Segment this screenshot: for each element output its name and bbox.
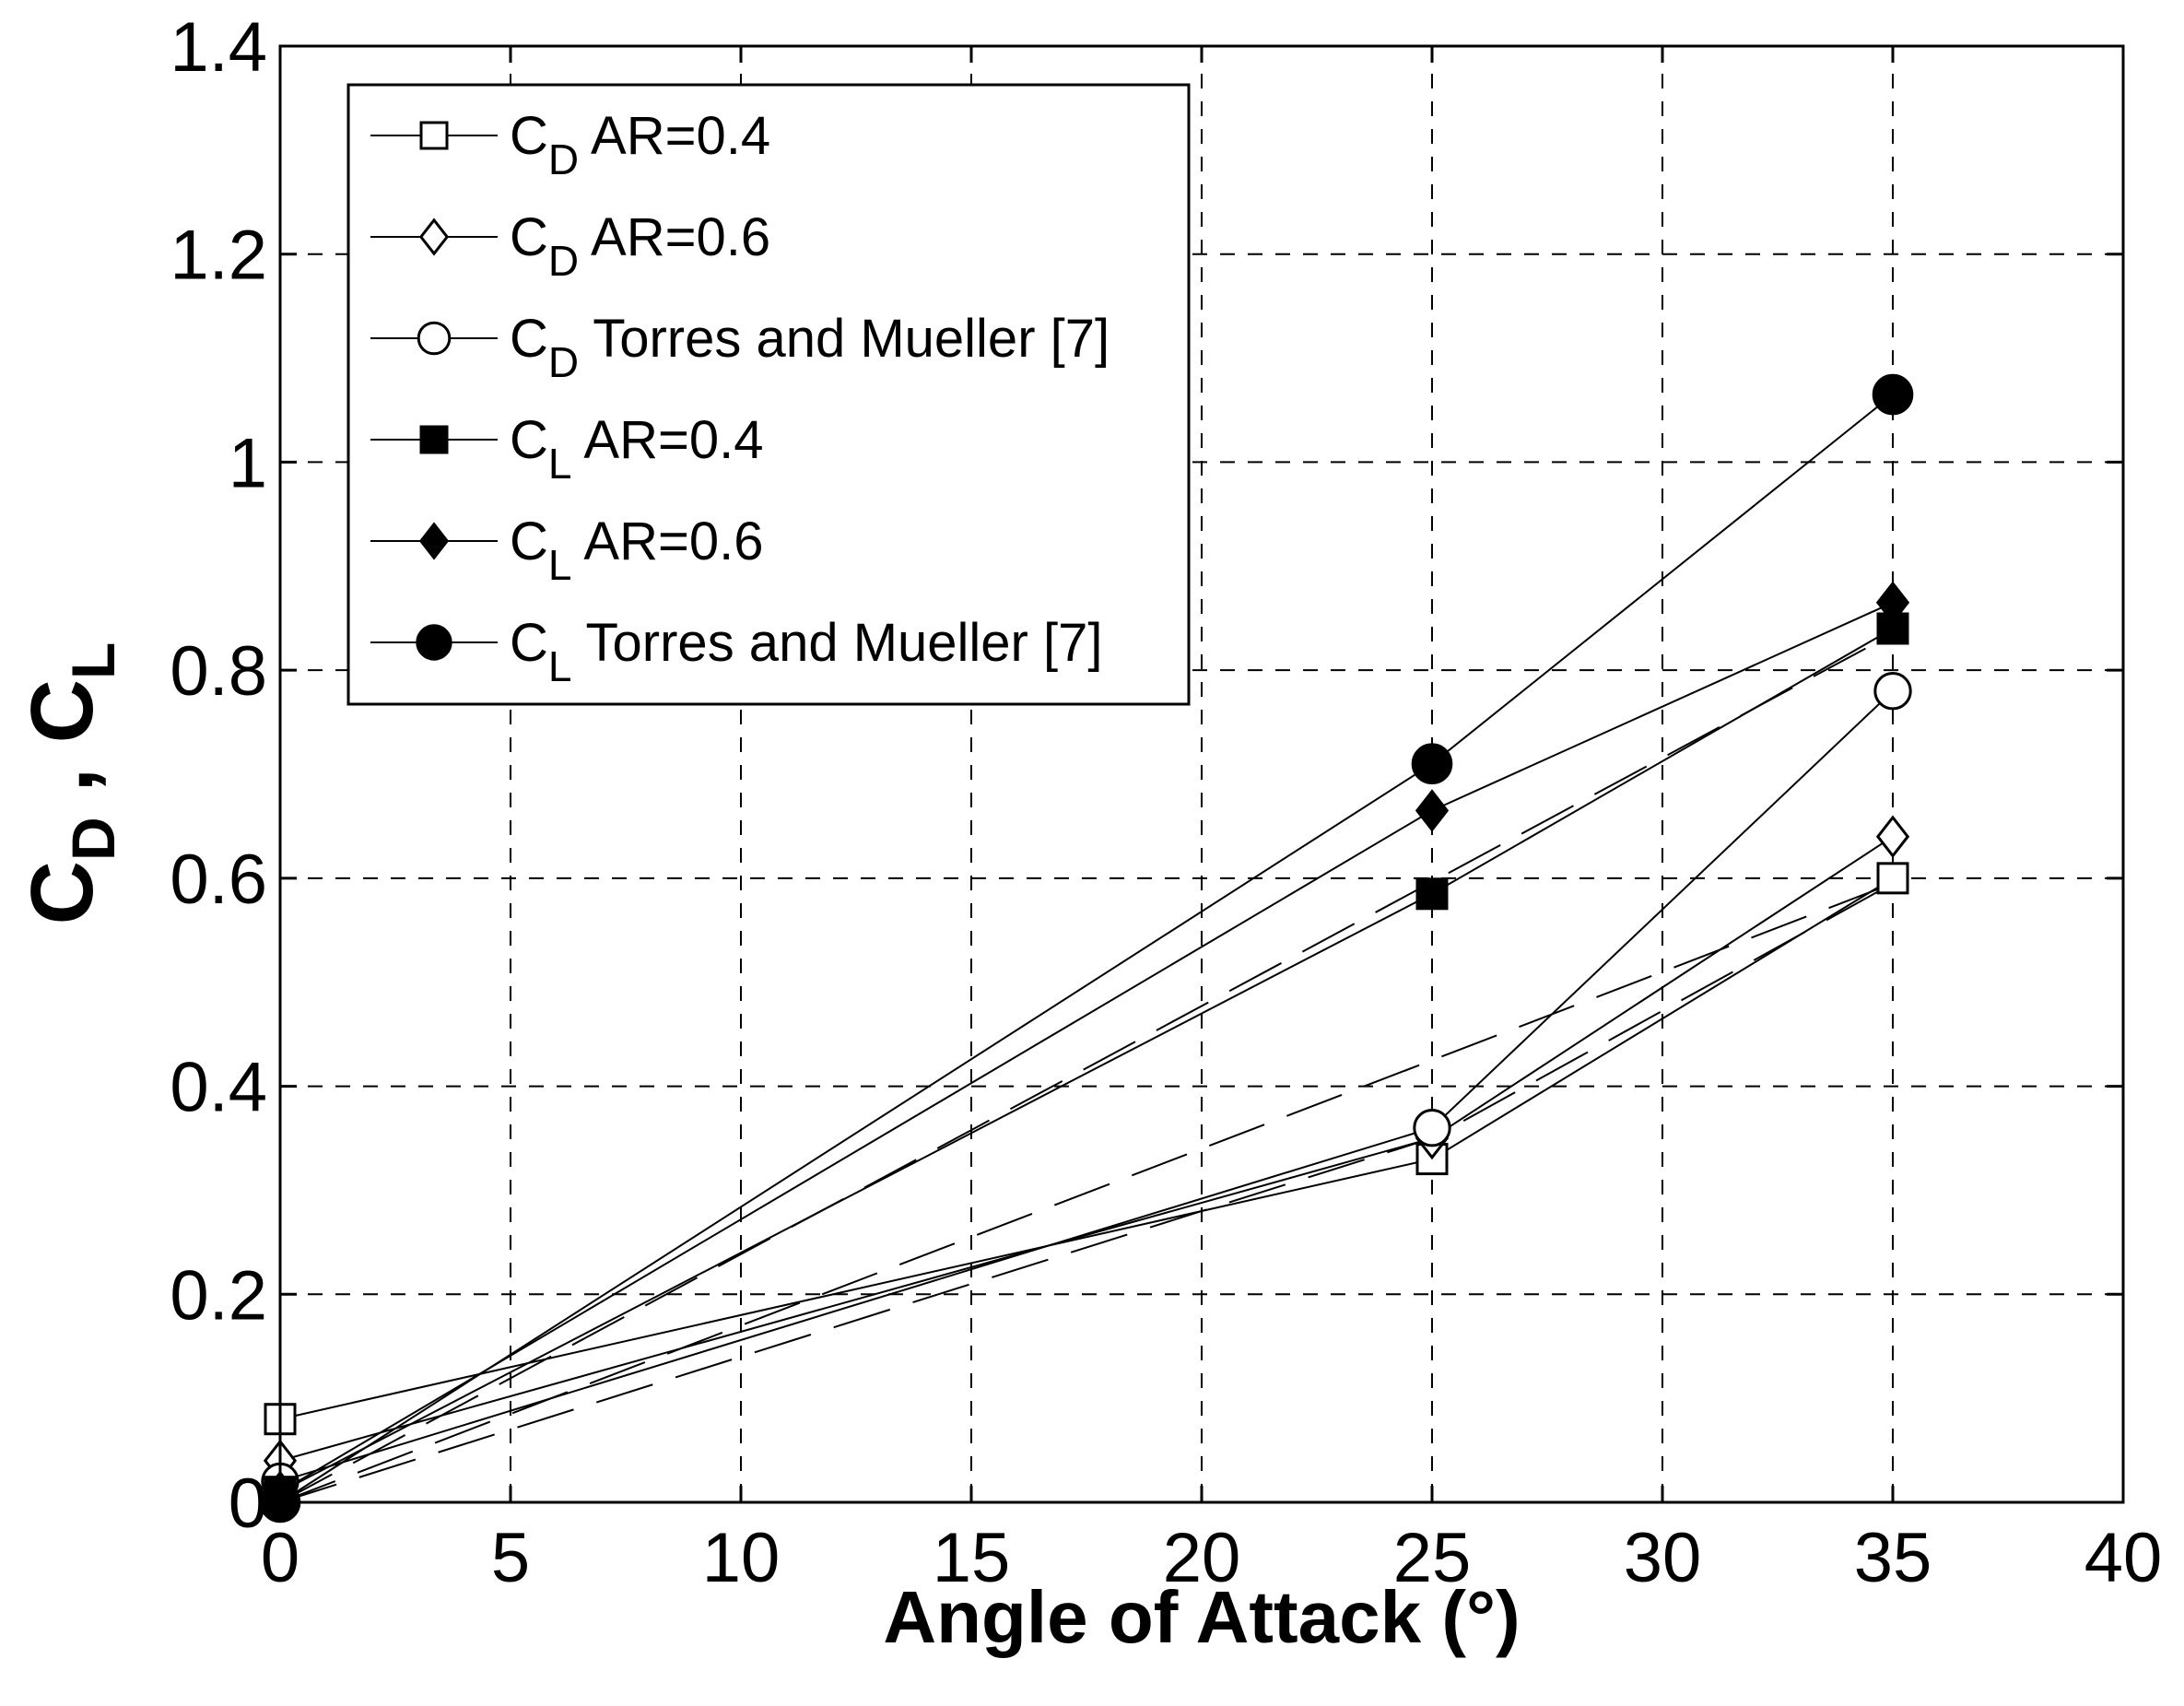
legend-label: CL AR=0.6: [510, 512, 763, 589]
legend-text: AR=0.6: [571, 512, 763, 571]
y-tick-label: 1.4: [170, 8, 267, 87]
legend-marker: [417, 321, 452, 356]
legend-marker: [418, 522, 450, 560]
data-point: [1875, 581, 1910, 625]
y-axis-title-c1: C: [13, 861, 112, 924]
legend-entry-1: CD AR=0.4: [370, 106, 770, 183]
y-tick-label: 1: [229, 424, 267, 502]
y-tick-label: 1.2: [170, 217, 267, 295]
legend-text: Torres and Mueller [7]: [571, 613, 1102, 673]
series-line: [279, 601, 1894, 1493]
legend-marker: [419, 425, 449, 454]
series-markers-1: [264, 862, 1909, 1436]
legend-box: [346, 83, 1191, 706]
legend-symbol: C: [510, 309, 548, 369]
legend-marker: [416, 624, 452, 661]
legend-entry-5: CL AR=0.6: [370, 512, 763, 589]
legend-subscript: L: [548, 642, 572, 690]
legend-subscript: D: [548, 237, 579, 285]
legend-label: CD AR=0.4: [510, 106, 770, 183]
data-point: [1415, 789, 1450, 832]
legend-text: Torres and Mueller [7]: [579, 309, 1110, 369]
legend-label: CD Torres and Mueller [7]: [510, 309, 1110, 386]
legend-symbol: C: [510, 613, 548, 673]
y-tick-label: 0: [229, 1465, 267, 1543]
trend-line-1: [279, 882, 1894, 1503]
y-tick-label: 0.8: [170, 632, 267, 711]
legend-entry-2: CD AR=0.6: [370, 207, 770, 285]
legend-symbol: C: [510, 512, 548, 571]
data-point: [1875, 815, 1910, 858]
y-tick-label: 0.2: [170, 1256, 267, 1335]
series-1: [279, 877, 1894, 1420]
y-axis-title-sub-l: L: [59, 642, 127, 679]
series-5: [279, 601, 1894, 1493]
series-line: [279, 628, 1894, 1493]
data-point: [1413, 1109, 1451, 1147]
x-tick-label: 0: [261, 1519, 299, 1597]
legend-symbol: C: [510, 106, 548, 166]
legend-entry-6: CL Torres and Mueller [7]: [370, 613, 1102, 690]
series-4: [279, 628, 1894, 1493]
data-point: [1415, 877, 1449, 911]
legend-text: AR=0.4: [579, 106, 770, 166]
legend-subscript: L: [548, 440, 572, 488]
y-axis-title: CD , CL: [13, 642, 127, 925]
legend-entry-3: CD Torres and Mueller [7]: [370, 309, 1110, 386]
data-point: [1872, 373, 1914, 416]
data-point: [1876, 862, 1909, 895]
x-tick-label: 40: [2084, 1519, 2163, 1597]
legend-symbol: C: [510, 410, 548, 470]
series-line: [279, 877, 1894, 1420]
legend-entry-4: CL AR=0.4: [370, 410, 763, 488]
legend-marker: [419, 121, 449, 150]
trend-line-3: [279, 632, 1894, 1503]
legend-label: CL Torres and Mueller [7]: [510, 613, 1102, 690]
x-axis-title: Angle of Attack (°): [883, 1576, 1520, 1658]
legend-text: AR=0.6: [579, 207, 770, 267]
y-axis-title-space: [13, 793, 112, 818]
legend: CD AR=0.4CD AR=0.6CD Torres and Mueller …: [346, 83, 1191, 706]
legend-marker: [418, 218, 450, 256]
y-tick-label: 0.4: [170, 1049, 267, 1127]
x-tick-label: 10: [702, 1519, 781, 1597]
legend-label: CL AR=0.4: [510, 410, 763, 488]
x-tick-label: 30: [1624, 1519, 1702, 1597]
x-tick-label: 25: [1393, 1519, 1472, 1597]
svg-text:CD , CL: CD , CL: [13, 642, 127, 925]
data-point: [1873, 672, 1912, 711]
legend-label: CD AR=0.6: [510, 207, 770, 285]
legend-subscript: D: [548, 338, 579, 386]
x-tick-label: 20: [1163, 1519, 1241, 1597]
legend-text: AR=0.4: [571, 410, 763, 470]
legend-subscript: L: [548, 541, 572, 589]
series-markers-2: [263, 815, 1910, 1483]
y-axis-title-sep: ,: [13, 768, 112, 793]
series-markers-4: [264, 612, 1909, 1509]
y-tick-label: 0.6: [170, 841, 267, 919]
x-tick-label: 15: [933, 1519, 1011, 1597]
trend-lines: [279, 632, 1894, 1503]
data-point: [1411, 743, 1453, 785]
y-axis-title-c2: C: [13, 679, 112, 743]
axis-ticks: 0 5 10 15 20 25 30 35 40 0 0.2 0.4 0.6 0.8 1 1.2 1.4: [170, 8, 2162, 1597]
x-tick-label: 5: [491, 1519, 530, 1597]
x-tick-label: 35: [1854, 1519, 1932, 1597]
y-axis-title-sub-d: D: [59, 817, 127, 861]
y-axis-title-space2: [13, 743, 112, 768]
legend-symbol: C: [510, 207, 548, 267]
legend-subscript: D: [548, 135, 579, 183]
